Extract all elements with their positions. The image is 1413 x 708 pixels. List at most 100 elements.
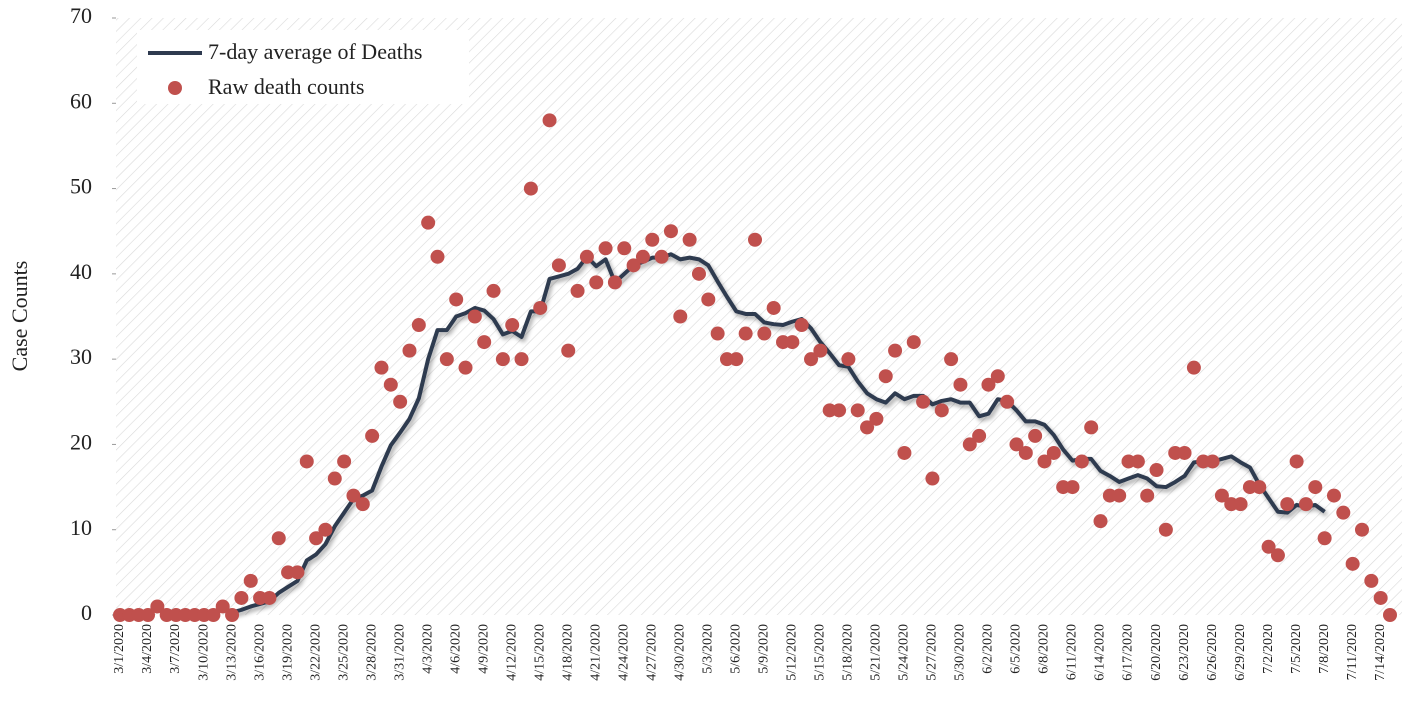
x-tick-label: 7/8/2020: [1317, 624, 1332, 674]
x-tick-label: 3/25/2020: [336, 624, 351, 681]
death-dot: [691, 266, 706, 281]
x-tick-label: 6/26/2020: [1205, 624, 1220, 681]
death-dot: [486, 283, 501, 298]
death-dot: [1214, 488, 1229, 503]
death-dot: [635, 249, 650, 264]
x-tick-label: 3/4/2020: [140, 624, 155, 674]
y-tick-label: 20: [70, 429, 92, 454]
death-dot: [916, 394, 931, 409]
x-tick-label: 6/11/2020: [1065, 624, 1080, 680]
x-tick-label: 6/23/2020: [1177, 624, 1192, 681]
x-tick-label: 6/5/2020: [1009, 624, 1024, 674]
x-tick-label: 5/15/2020: [813, 624, 828, 681]
x-tick-label: 5/27/2020: [925, 624, 940, 681]
death-dot: [458, 360, 473, 375]
death-dot: [906, 335, 921, 350]
death-dot: [1298, 497, 1313, 512]
death-dot: [1037, 454, 1052, 469]
death-dot: [1233, 497, 1248, 512]
death-dot: [234, 590, 249, 605]
y-tick-label: 50: [70, 174, 92, 199]
x-tick-label: 3/31/2020: [392, 624, 407, 681]
death-dot: [972, 428, 987, 443]
y-tick-label: 0: [81, 600, 92, 625]
death-dot: [411, 318, 426, 333]
death-dot: [663, 224, 678, 239]
death-dot: [682, 232, 697, 247]
death-dot: [645, 232, 660, 247]
x-tick-label: 6/2/2020: [981, 624, 996, 674]
x-tick-label: 7/2/2020: [1261, 624, 1276, 674]
death-dot: [738, 326, 753, 341]
death-dot: [383, 377, 398, 392]
death-dot: [243, 573, 258, 588]
death-dot: [850, 403, 865, 418]
death-dot: [533, 300, 548, 315]
x-tick-label: 7/11/2020: [1345, 624, 1360, 680]
death-dot: [1364, 573, 1379, 588]
death-dot: [841, 352, 856, 367]
x-tick-label: 4/12/2020: [504, 624, 519, 681]
death-dot: [290, 565, 305, 580]
death-dot: [1186, 360, 1201, 375]
death-dot: [365, 428, 380, 443]
death-dot: [1000, 394, 1015, 409]
death-dot: [495, 352, 510, 367]
death-dot: [1205, 454, 1220, 469]
death-dot: [570, 283, 585, 298]
death-dot: [589, 275, 604, 290]
death-dot: [1177, 445, 1192, 460]
legend-label: Raw death counts: [208, 74, 364, 99]
y-tick-label: 40: [70, 259, 92, 284]
death-dot: [701, 292, 716, 307]
death-dot: [878, 369, 893, 384]
death-dot: [393, 394, 408, 409]
x-tick-label: 5/12/2020: [785, 624, 800, 681]
legend-box: [137, 30, 469, 104]
death-dot: [888, 343, 903, 358]
x-tick-label: 5/18/2020: [841, 624, 856, 681]
death-dot: [607, 275, 622, 290]
death-dot: [374, 360, 389, 375]
death-dot: [869, 411, 884, 426]
death-dot: [402, 343, 417, 358]
death-dot: [262, 590, 277, 605]
x-tick-label: 5/24/2020: [897, 624, 912, 681]
death-dot: [215, 599, 230, 614]
death-dot: [206, 608, 221, 622]
death-dot: [1280, 497, 1295, 512]
x-tick-label: 3/19/2020: [280, 624, 295, 681]
death-dot: [1289, 454, 1304, 469]
legend-dot: [168, 81, 182, 95]
death-dot: [271, 531, 286, 546]
death-dot: [757, 326, 772, 341]
death-dot: [981, 377, 996, 392]
death-dot: [467, 309, 482, 324]
death-dot: [346, 488, 361, 503]
death-dot: [804, 352, 819, 367]
death-dot: [1158, 522, 1173, 537]
death-dot: [1383, 608, 1397, 622]
death-dot: [897, 445, 912, 460]
death-dot: [1252, 480, 1267, 495]
death-dot: [953, 377, 968, 392]
x-tick-label: 6/29/2020: [1233, 624, 1248, 681]
y-tick-label: 30: [70, 344, 92, 369]
death-dot: [141, 608, 156, 622]
death-dot: [1140, 488, 1155, 503]
death-dot: [626, 258, 641, 273]
death-dot: [617, 241, 632, 256]
average-line: [231, 252, 1326, 615]
death-dot: [1093, 514, 1108, 529]
death-dot: [421, 215, 436, 230]
x-tick-label: 3/13/2020: [224, 624, 239, 681]
death-dot: [1028, 428, 1043, 443]
x-tick-label: 3/10/2020: [196, 624, 211, 681]
x-tick-label: 3/7/2020: [168, 624, 183, 674]
x-tick-label: 6/17/2020: [1121, 624, 1136, 681]
death-dot: [505, 318, 520, 333]
death-dot: [299, 454, 314, 469]
death-dot: [1308, 480, 1323, 495]
death-dot: [318, 522, 333, 537]
